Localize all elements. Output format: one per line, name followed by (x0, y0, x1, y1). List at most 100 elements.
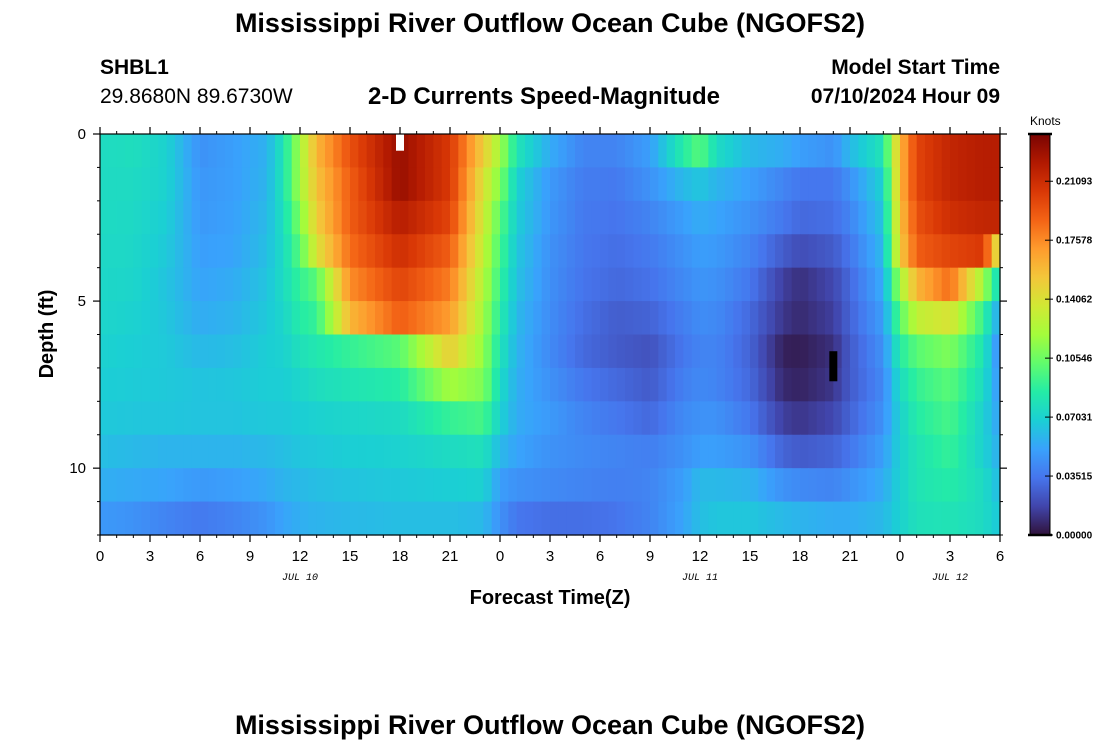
heatmap-cell (566, 367, 576, 402)
heatmap-cell (366, 501, 376, 536)
heatmap-cell (200, 134, 209, 169)
heatmap-cell (308, 301, 318, 336)
heatmap-cell (233, 167, 243, 202)
x-tick-label: 3 (946, 548, 954, 565)
heatmap-cell (941, 267, 951, 302)
heatmap-cell (150, 401, 159, 436)
heatmap-cell (933, 334, 943, 369)
heatmap-cell (941, 401, 951, 436)
heatmap-cell (958, 134, 968, 169)
heatmap-cell (341, 200, 351, 235)
heatmap-cell (591, 200, 601, 235)
heatmap-cell (600, 334, 609, 369)
heatmap-cell (133, 200, 143, 235)
heatmap-cell (433, 334, 443, 369)
heatmap-cell (891, 301, 901, 336)
heatmap-cell (183, 367, 193, 402)
heatmap-cell (608, 234, 618, 269)
heatmap-cell (675, 234, 684, 269)
heatmap-cell (266, 468, 276, 503)
heatmap-cell (316, 468, 326, 503)
heatmap-cell (383, 468, 393, 503)
heatmap-cell (725, 167, 734, 202)
heatmap-cell (800, 167, 809, 202)
heatmap-cell (816, 334, 826, 369)
heatmap-cell (758, 334, 768, 369)
heatmap-cell (758, 134, 768, 169)
heatmap-cell (116, 267, 126, 302)
heatmap-cell (266, 501, 276, 536)
heatmap-cell (600, 267, 609, 302)
heatmap-cell (125, 234, 134, 269)
heatmap-cell (708, 501, 718, 536)
date-label: JUL 11 (682, 573, 718, 584)
heatmap-cell (383, 501, 393, 536)
heatmap-cell (583, 401, 593, 436)
heatmap-cell (158, 167, 168, 202)
heatmap-cell (266, 434, 276, 469)
heatmap-cell (141, 167, 151, 202)
heatmap-cell (525, 434, 534, 469)
heatmap-cell (558, 434, 568, 469)
heatmap-cell (700, 501, 709, 536)
heatmap-cell (558, 367, 568, 402)
heatmap-cell (466, 501, 476, 536)
heatmap-cell (991, 501, 1001, 536)
heatmap-cell (133, 301, 143, 336)
heatmap-cell (550, 401, 559, 436)
heatmap-cell (758, 267, 768, 302)
heatmap-cell (283, 367, 293, 402)
heatmap-cell (658, 334, 668, 369)
heatmap-cell (525, 267, 534, 302)
heatmap-cell (416, 501, 426, 536)
heatmap-cell (408, 367, 418, 402)
heatmap-cell (966, 401, 976, 436)
heatmap-cell (691, 134, 701, 169)
heatmap-cell (125, 301, 134, 336)
heatmap-cell (341, 501, 351, 536)
heatmap-cell (366, 401, 376, 436)
heatmap-cell (966, 367, 976, 402)
heatmap-cell (266, 334, 276, 369)
heatmap-cell (508, 468, 518, 503)
heatmap-cell (325, 234, 334, 269)
heatmap-cell (966, 200, 976, 235)
heatmap-cell (775, 434, 784, 469)
heatmap-cell (850, 167, 859, 202)
heatmap-cell (333, 267, 343, 302)
heatmap-cell (983, 367, 993, 402)
heatmap-cell (925, 301, 934, 336)
heatmap-cell (350, 167, 359, 202)
heatmap-cell (208, 134, 218, 169)
heatmap-cell (633, 468, 643, 503)
heatmap-cell (433, 134, 443, 169)
heatmap-cell (150, 167, 159, 202)
heatmap-cell (300, 367, 309, 402)
heatmap-cell (558, 200, 568, 235)
heatmap-cell (308, 334, 318, 369)
heatmap-cell (925, 434, 934, 469)
heatmap-cell (641, 234, 651, 269)
heatmap-cell (558, 501, 568, 536)
heatmap-cell (566, 401, 576, 436)
heatmap-cell (625, 501, 634, 536)
heatmap-cell (450, 434, 459, 469)
heatmap-cell (350, 367, 359, 402)
heatmap-cell (333, 134, 343, 169)
heatmap-cell (608, 134, 618, 169)
heatmap-cell (266, 200, 276, 235)
heatmap-cell (766, 301, 776, 336)
heatmap-cell (841, 200, 851, 235)
heatmap-cell (208, 401, 218, 436)
heatmap-cell (400, 501, 409, 536)
heatmap-cell (516, 234, 526, 269)
heatmap-cell (241, 301, 251, 336)
heatmap-cell (500, 501, 509, 536)
heatmap-cell (775, 167, 784, 202)
heatmap-cell (575, 200, 584, 235)
heatmap-cell (658, 434, 668, 469)
heatmap-cell (566, 267, 576, 302)
heatmap-cell (550, 234, 559, 269)
heatmap-cell (858, 267, 868, 302)
heatmap-cell (650, 468, 659, 503)
